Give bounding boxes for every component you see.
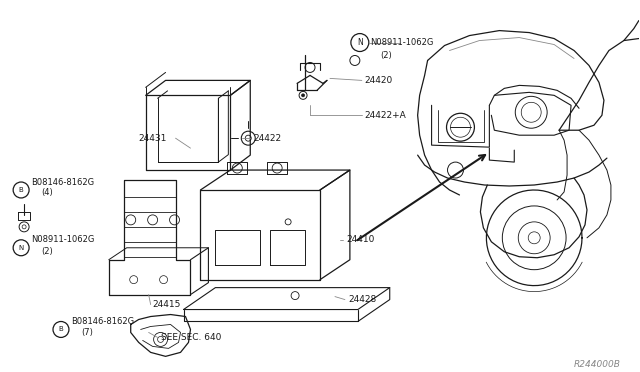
Text: B08146-8162G: B08146-8162G (71, 317, 134, 326)
Text: (2): (2) (41, 247, 52, 256)
Text: N: N (357, 38, 363, 47)
Text: 24428: 24428 (348, 295, 376, 304)
Text: 24422+A: 24422+A (365, 111, 406, 120)
Text: B: B (59, 327, 63, 333)
Text: 24415: 24415 (152, 300, 181, 309)
Text: (2): (2) (380, 51, 392, 60)
Circle shape (301, 94, 305, 97)
Text: 24410: 24410 (346, 235, 374, 244)
Text: 24431: 24431 (139, 134, 167, 143)
Text: B08146-8162G: B08146-8162G (31, 177, 94, 186)
Text: N08911-1062G: N08911-1062G (31, 235, 95, 244)
Text: N: N (19, 245, 24, 251)
Text: 24420: 24420 (365, 76, 393, 85)
Text: N08911-1062G: N08911-1062G (370, 38, 433, 47)
Text: (7): (7) (81, 328, 93, 337)
Text: SEE SEC. 640: SEE SEC. 640 (161, 333, 221, 342)
Text: 24422: 24422 (253, 134, 282, 143)
Text: (4): (4) (41, 189, 52, 198)
Text: R244000B: R244000B (574, 360, 621, 369)
Text: B: B (19, 187, 24, 193)
